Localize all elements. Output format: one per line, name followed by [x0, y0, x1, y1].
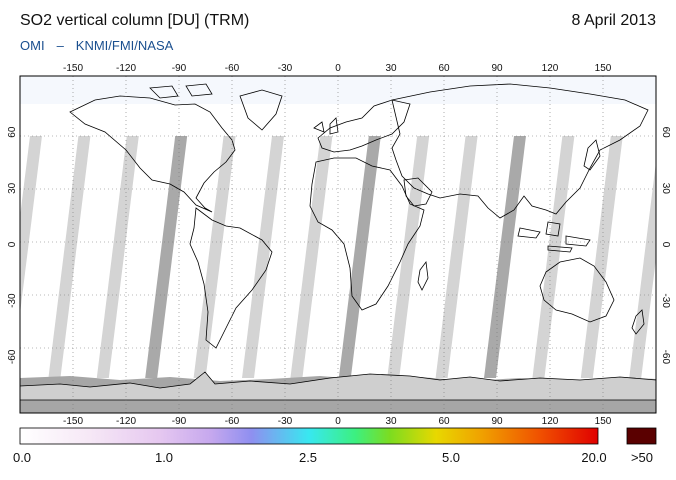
- longitude-ticks-top: -150 -120 -90 -60 -30 0 30 60 90 120 150: [63, 63, 612, 74]
- latitude-tick-label-left: -30: [7, 293, 18, 308]
- colorbar: [20, 428, 598, 444]
- latitude-tick-label-right: 60: [660, 127, 671, 139]
- latitude-tick-label-right: 0: [660, 242, 671, 248]
- colorbar-label-1: 1.0: [155, 450, 173, 465]
- latitude-tick-label-left: 30: [7, 182, 18, 194]
- latitude-tick-label-left: -60: [7, 349, 18, 364]
- longitude-tick-label-top: 0: [335, 63, 341, 74]
- longitude-tick-label-bottom: 60: [438, 416, 450, 427]
- longitude-tick-label-bottom: -150: [63, 416, 83, 427]
- longitude-tick-label-bottom: 0: [335, 416, 341, 427]
- longitude-tick-label-top: 150: [595, 63, 612, 74]
- longitude-tick-label-bottom: -60: [225, 416, 240, 427]
- longitude-tick-label-bottom: 30: [385, 416, 397, 427]
- colorbar-label-2: 2.5: [299, 450, 317, 465]
- colorbar-label-4: 20.0: [581, 450, 606, 465]
- longitude-tick-label-bottom: 120: [542, 416, 559, 427]
- longitude-tick-label-bottom: 90: [491, 416, 503, 427]
- colorbar-label-0: 0.0: [13, 450, 31, 465]
- longitude-tick-label-bottom: -90: [172, 416, 187, 427]
- longitude-tick-label-bottom: 150: [595, 416, 612, 427]
- longitude-tick-label-top: 120: [542, 63, 559, 74]
- longitude-tick-label-top: 90: [491, 63, 503, 74]
- latitude-tick-label-right: 30: [660, 183, 671, 195]
- longitude-ticks-bottom: -150 -120 -90 -60 -30 0 30 60 90 120 150: [63, 416, 612, 427]
- longitude-tick-label-top: -150: [63, 63, 83, 74]
- longitude-tick-label-bottom: -30: [278, 416, 293, 427]
- longitude-tick-label-top: -30: [278, 63, 293, 74]
- longitude-tick-label-top: 60: [438, 63, 450, 74]
- longitude-tick-label-top: 30: [385, 63, 397, 74]
- colorbar-label-overflow: >50: [631, 450, 653, 465]
- latitude-tick-label-left: 0: [7, 241, 18, 247]
- longitude-tick-label-top: -90: [172, 63, 187, 74]
- longitude-tick-label-top: -120: [116, 63, 136, 74]
- colorbar-label-3: 5.0: [442, 450, 460, 465]
- latitude-tick-label-left: 60: [7, 126, 18, 138]
- longitude-tick-label-bottom: -120: [116, 416, 136, 427]
- longitude-tick-label-top: -60: [225, 63, 240, 74]
- latitude-tick-label-right: -30: [660, 293, 671, 308]
- latitude-tick-label-right: -60: [660, 350, 671, 365]
- latitude-ticks-left: 60 30 0 -30 -60: [7, 126, 18, 364]
- colorbar-overflow-swatch: [627, 428, 656, 444]
- latitude-ticks-right: 60 30 0 -30 -60: [660, 127, 671, 365]
